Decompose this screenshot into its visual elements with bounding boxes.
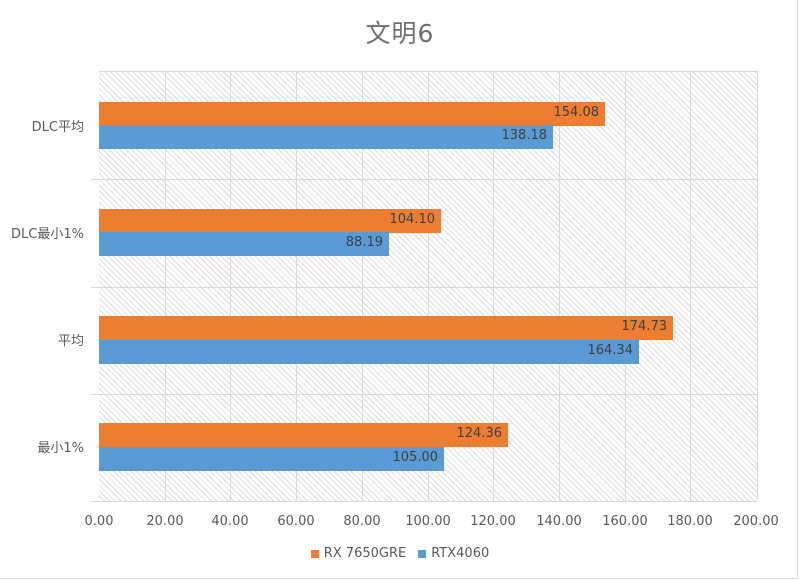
bar-rtx4060[interactable]: 88.19 bbox=[99, 232, 389, 256]
category-label: DLC平均 bbox=[31, 120, 84, 135]
legend-item[interactable]: RX 7650GRE bbox=[310, 546, 407, 561]
bar-rx-7650gre[interactable]: 174.73 bbox=[99, 316, 673, 340]
data-label: 104.10 bbox=[389, 212, 436, 227]
data-label: 105.00 bbox=[392, 450, 439, 465]
x-axis-line bbox=[91, 501, 757, 502]
legend-swatch-icon bbox=[418, 549, 427, 558]
plot-area: 154.08 138.18 104.10 88.19 174.73 164.34 124.3… bbox=[91, 71, 758, 502]
bar-rtx4060[interactable]: 105.00 bbox=[99, 447, 444, 471]
data-label: 174.73 bbox=[621, 319, 668, 334]
bar-rx-7650gre[interactable]: 104.10 bbox=[99, 209, 441, 233]
chart-title: 文明6 bbox=[365, 19, 435, 48]
category-separator bbox=[91, 287, 757, 288]
x-tick-label: 120.00 bbox=[470, 514, 516, 529]
x-tick-label: 180.00 bbox=[667, 514, 713, 529]
x-gridline bbox=[296, 72, 297, 501]
x-tick-label: 140.00 bbox=[536, 514, 582, 529]
data-label: 138.18 bbox=[501, 128, 548, 143]
x-gridline bbox=[230, 72, 231, 501]
x-gridline bbox=[428, 72, 429, 501]
category-separator bbox=[91, 179, 757, 180]
x-gridline bbox=[690, 72, 691, 501]
legend-label: RX 7650GRE bbox=[323, 546, 407, 561]
category-label: 最小1% bbox=[37, 441, 84, 456]
x-gridline bbox=[362, 72, 363, 501]
legend-swatch-icon bbox=[310, 549, 319, 558]
data-label: 154.08 bbox=[553, 105, 600, 120]
data-label: 88.19 bbox=[345, 235, 383, 250]
legend-label: RTX4060 bbox=[431, 546, 490, 561]
x-tick-label: 80.00 bbox=[343, 514, 381, 529]
legend-item[interactable]: RTX4060 bbox=[418, 546, 489, 561]
category-label: 平均 bbox=[57, 334, 84, 349]
bar-rtx4060[interactable]: 164.34 bbox=[99, 340, 639, 364]
x-gridline bbox=[165, 72, 166, 501]
legend: RX 7650GRE RTX4060 bbox=[0, 546, 800, 562]
bar-rtx4060[interactable]: 138.18 bbox=[99, 125, 553, 149]
data-label: 124.36 bbox=[456, 426, 503, 441]
x-tick-label: 40.00 bbox=[211, 514, 249, 529]
x-gridline bbox=[559, 72, 560, 501]
category-label: DLC最小1% bbox=[11, 227, 84, 242]
bar-rx-7650gre[interactable]: 124.36 bbox=[99, 423, 508, 447]
bar-rx-7650gre[interactable]: 154.08 bbox=[99, 102, 605, 126]
category-separator bbox=[91, 394, 757, 395]
x-gridline bbox=[625, 72, 626, 501]
x-tick-label: 200.00 bbox=[733, 514, 779, 529]
x-tick-label: 160.00 bbox=[602, 514, 648, 529]
x-tick-label: 60.00 bbox=[277, 514, 315, 529]
data-label: 164.34 bbox=[587, 343, 634, 358]
x-tick-label: 100.00 bbox=[405, 514, 451, 529]
x-tick-label: 20.00 bbox=[146, 514, 184, 529]
x-tick-label: 0.00 bbox=[84, 514, 114, 529]
x-gridline bbox=[493, 72, 494, 501]
